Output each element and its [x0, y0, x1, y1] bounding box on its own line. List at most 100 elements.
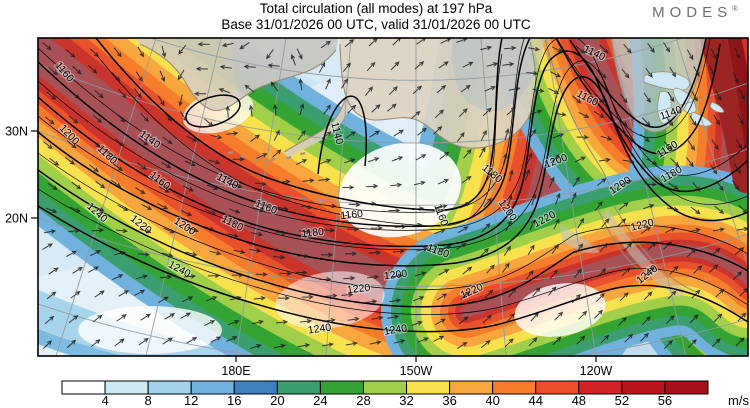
modes-logo: MODES® [652, 4, 738, 21]
wind-arrow [548, 286, 557, 296]
wind-arrow [114, 338, 125, 347]
wind-arrow [624, 333, 634, 343]
wind-arrow [551, 46, 563, 53]
colorbar-cell [664, 380, 709, 395]
wind-arrow [622, 159, 635, 164]
wind-arrow [66, 140, 77, 149]
wind-arrow [686, 157, 694, 168]
wind-arrow [527, 244, 535, 256]
wind-arrow [552, 133, 565, 139]
wind-arrow [278, 179, 291, 184]
wind-arrow [115, 228, 128, 234]
wind-arrow [388, 86, 398, 96]
wind-arrow [460, 291, 471, 300]
wind-arrow [528, 129, 537, 140]
wind-arrow [184, 160, 196, 167]
wind-arrow [252, 207, 265, 213]
wind-arrow [66, 250, 77, 258]
wind-arrow [243, 64, 256, 70]
wind-arrow [296, 159, 308, 166]
wind-arrow [318, 62, 326, 73]
wind-arrow [531, 193, 537, 206]
wind-arrow [712, 227, 725, 232]
wind-arrow [323, 104, 331, 115]
wind-arrow [387, 103, 397, 112]
wind-arrow [344, 39, 355, 48]
wind-arrow [528, 337, 538, 347]
wind-arrow [532, 287, 541, 297]
wind-arrow [617, 118, 628, 127]
wind-arrow [279, 271, 292, 276]
wind-arrow [321, 252, 334, 258]
wind-arrow [552, 336, 562, 346]
wind-arrow [137, 252, 151, 257]
wind-arrow [731, 180, 740, 191]
wind-arrow [594, 201, 603, 211]
wind-arrow [298, 343, 311, 348]
wind-arrow [737, 113, 744, 125]
wind-arrow [595, 94, 605, 104]
wind-arrow [181, 296, 194, 303]
wind-arrow [367, 157, 380, 163]
colorbar: 4 8 12 16 20 24 28 32 36 40 44 48 52 56 m/s [61, 380, 749, 408]
wind-arrow [44, 116, 55, 125]
axes: 180E 150W 120W 30N 20N [5, 125, 612, 379]
y-axis-tick-label: 30N [5, 125, 28, 139]
wind-arrow [94, 290, 105, 298]
wind-arrow [594, 309, 604, 319]
wind-arrow [504, 45, 517, 51]
wind-arrow [66, 339, 77, 349]
wind-arrow [619, 292, 629, 302]
wind-arrow [601, 218, 610, 228]
wind-arrow [89, 48, 99, 58]
wind-arrow [665, 116, 674, 127]
wind-arrow [687, 140, 696, 151]
colorbar-cell [61, 380, 106, 395]
wind-arrow [505, 220, 512, 232]
wind-arrow [621, 267, 631, 277]
wind-arrow [693, 265, 703, 274]
wind-arrow [548, 87, 560, 94]
wind-arrow [576, 134, 589, 140]
wind-arrow [228, 320, 240, 326]
wind-arrow [570, 192, 577, 204]
wind-arrow [164, 313, 176, 320]
wind-arrow [255, 272, 268, 277]
wind-arrow [571, 293, 581, 303]
wind-arrow [530, 312, 540, 322]
wind-arrow [302, 178, 315, 183]
wind-arrow [646, 158, 658, 165]
wind-arrow [483, 197, 492, 208]
wind-arrow [600, 135, 613, 141]
wind-arrow [433, 335, 445, 342]
wind-arrow [411, 320, 423, 327]
wind-arrow [439, 151, 450, 160]
wind-arrow [65, 49, 76, 58]
wind-arrow [274, 343, 287, 349]
wind-arrow [486, 62, 499, 67]
wind-arrow [163, 227, 175, 234]
wind-arrow [47, 182, 58, 191]
wind-arrow [735, 138, 743, 150]
wind-arrow [157, 202, 169, 210]
wind-arrow [459, 202, 471, 209]
wind-arrow [275, 319, 289, 325]
wind-arrow [230, 183, 243, 189]
wind-arrow [410, 110, 421, 119]
wind-arrow [48, 267, 59, 275]
wind-arrow [116, 113, 126, 123]
wind-arrow [320, 40, 332, 49]
wind-arrow [367, 274, 380, 280]
wind-arrow [321, 131, 332, 140]
wind-arrow [594, 110, 605, 119]
wind-arrow [91, 228, 105, 233]
wind-arrow [160, 161, 172, 169]
wind-arrows [42, 38, 748, 350]
wind-arrow [72, 65, 82, 75]
wind-arrow [228, 208, 241, 214]
wind-arrow [68, 315, 79, 324]
wind-arrow [157, 95, 165, 107]
wind-arrow [229, 296, 242, 301]
colorbar-tick-label: 12 [184, 393, 198, 408]
